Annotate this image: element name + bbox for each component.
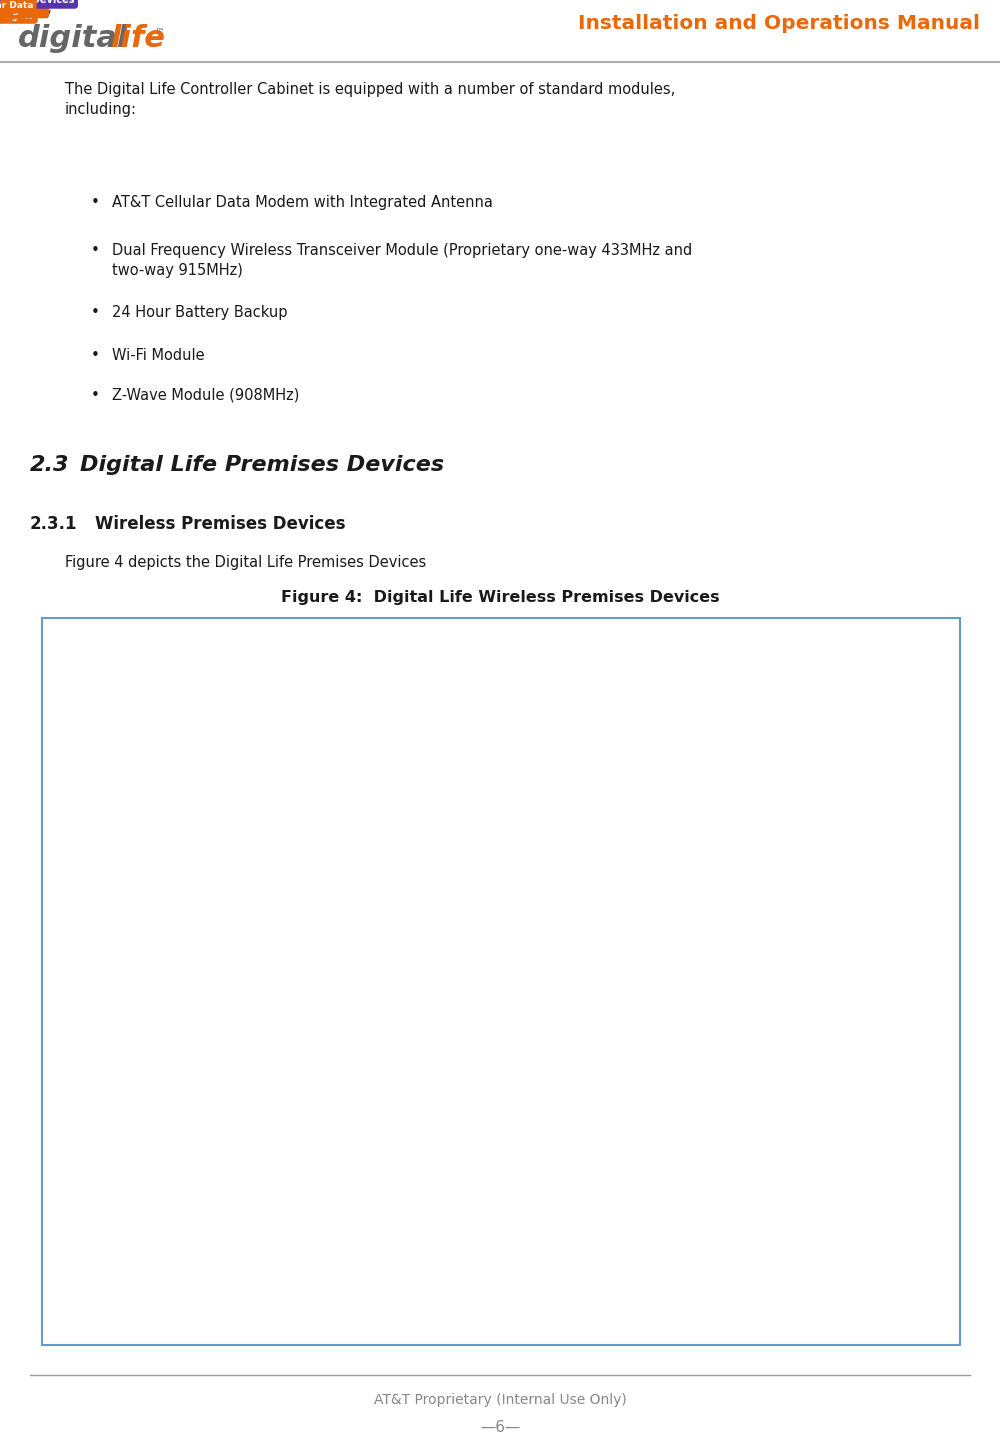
Text: Wi-Fi Module: Wi-Fi Module [112, 348, 205, 364]
Text: •: • [91, 195, 99, 211]
Text: 2.3: 2.3 [30, 455, 70, 475]
Text: ™: ™ [155, 26, 165, 36]
Text: Wireless Premises Devices: Wireless Premises Devices [95, 515, 346, 532]
Text: AT&T Proprietary (Internal Use Only): AT&T Proprietary (Internal Use Only) [374, 1392, 626, 1407]
Text: digital: digital [18, 25, 128, 53]
Bar [42, 618, 960, 1345]
Text: AT&T Cellular Data Modem with Integrated Antenna: AT&T Cellular Data Modem with Integrated… [112, 195, 493, 211]
Text: •: • [91, 242, 99, 258]
Text: 24 Hour Battery Backup: 24 Hour Battery Backup [112, 304, 288, 320]
Text: Installation and Operations Manual: Installation and Operations Manual [578, 14, 980, 33]
Text: including:: including: [65, 102, 137, 117]
Text: Digital Life Premises Devices: Digital Life Premises Devices [80, 455, 444, 475]
Text: 2.3.1: 2.3.1 [30, 515, 78, 532]
Text: •: • [91, 348, 99, 364]
Text: life: life [110, 25, 165, 53]
Text: The Digital Life Controller Cabinet is equipped with a number of standard module: The Digital Life Controller Cabinet is e… [65, 82, 675, 97]
Text: Figure 4 depicts the Digital Life Premises Devices: Figure 4 depicts the Digital Life Premis… [65, 556, 426, 570]
Text: •: • [91, 388, 99, 403]
Text: Z-Wave Module (908MHz): Z-Wave Module (908MHz) [112, 388, 299, 403]
Text: —6—: —6— [480, 1420, 520, 1434]
Text: Dual Frequency Wireless Transceiver Module (Proprietary one-way 433MHz and
two-w: Dual Frequency Wireless Transceiver Modu… [112, 242, 692, 278]
Text: AT&T: AT&T [18, 10, 47, 20]
Text: Figure 4:  Digital Life Wireless Premises Devices: Figure 4: Digital Life Wireless Premises… [281, 590, 719, 605]
Text: •: • [91, 304, 99, 320]
